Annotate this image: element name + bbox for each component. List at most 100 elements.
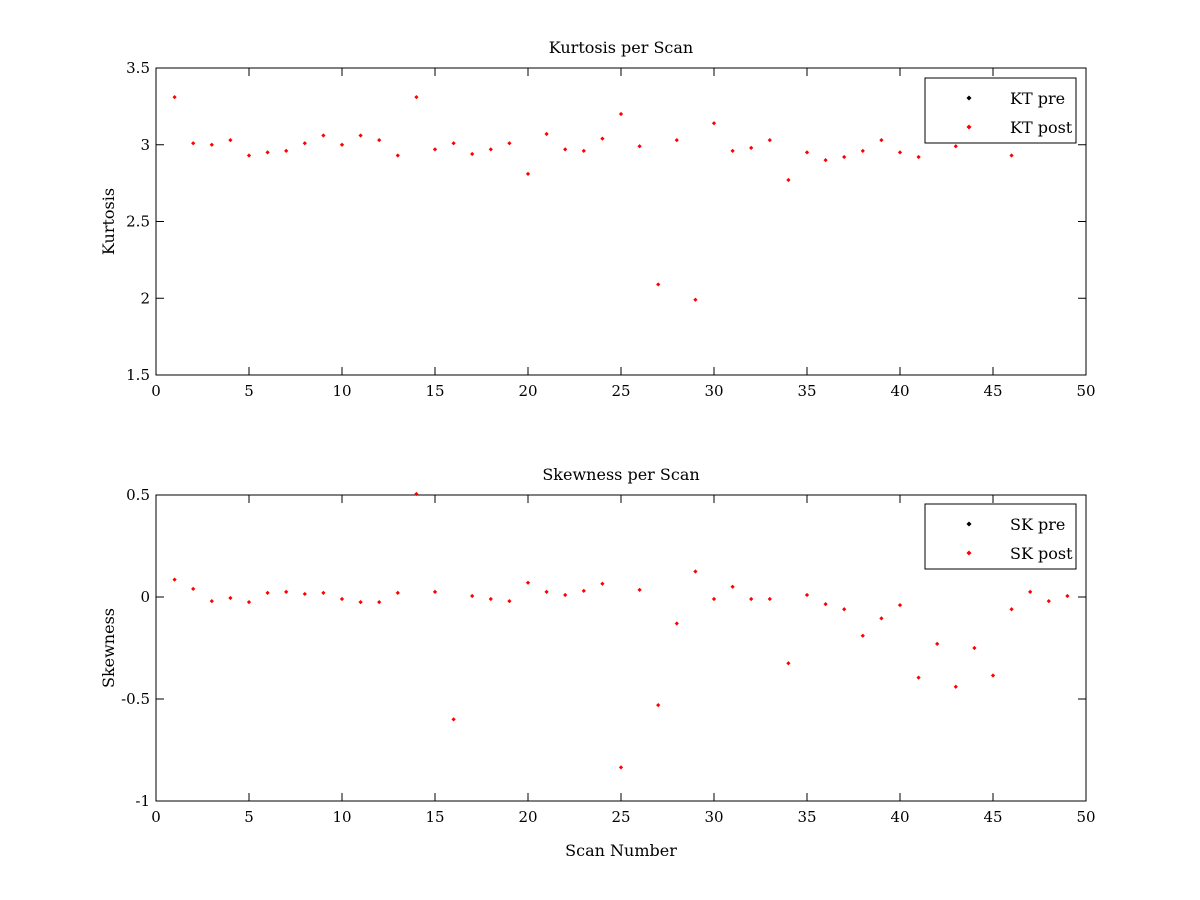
plots: 0 5 10 15 20 25 30 35 40 45 501.522.533.5Kurtosis … [99, 38, 1096, 860]
data-point [321, 590, 326, 596]
x-tick-label: 45 [983, 382, 1002, 400]
legend-marker [966, 550, 972, 556]
data-point [860, 633, 865, 638]
x-tick-label: 15 [425, 808, 444, 826]
y-tick-label: 0 [140, 588, 150, 606]
y-tick-label: -0.5 [121, 690, 150, 708]
data-point [581, 588, 586, 594]
data-point [972, 645, 977, 651]
series-sk-post [172, 491, 1070, 770]
x-tick-label: 35 [797, 382, 816, 400]
data-point [581, 148, 586, 154]
data-point [339, 142, 345, 147]
data-point [879, 616, 884, 621]
y-axis-label: Skewness [99, 608, 118, 688]
data-point [544, 589, 549, 595]
data-point [302, 591, 307, 597]
data-point [563, 592, 568, 598]
data-point [1028, 589, 1033, 595]
data-point [916, 675, 921, 680]
data-point [637, 144, 642, 149]
data-point [600, 581, 605, 586]
x-tick-label: 30 [704, 808, 723, 826]
data-point [525, 580, 531, 585]
data-point [377, 599, 382, 605]
data-point [358, 133, 363, 138]
data-point [674, 621, 679, 626]
data-point [990, 673, 996, 678]
y-tick-label: 2 [140, 289, 150, 307]
y-tick-label: 2.5 [126, 213, 150, 231]
x-axis-label: Scan Number [565, 841, 677, 860]
data-point [507, 141, 512, 146]
data-point [767, 596, 772, 602]
y-tick-label: 1.5 [126, 366, 150, 384]
data-point [953, 144, 958, 149]
x-tick-label: 20 [518, 808, 537, 826]
data-point [711, 596, 717, 602]
x-tick-label: 40 [890, 382, 909, 400]
data-point [897, 603, 903, 608]
data-point [377, 138, 382, 143]
data-point [1065, 593, 1070, 599]
data-point [414, 491, 419, 497]
legend-label: SK pre [1010, 515, 1065, 534]
data-point [525, 171, 531, 177]
data-point [804, 150, 810, 155]
x-tick-label: 5 [244, 808, 254, 826]
data-point [897, 150, 903, 155]
data-point [842, 154, 847, 160]
data-point [618, 765, 624, 770]
data-point [209, 142, 214, 147]
data-point [786, 661, 791, 666]
chart-title: Skewness per Scan [542, 465, 699, 484]
data-point [823, 157, 828, 163]
data-point [656, 702, 661, 708]
x-tick-label: 40 [890, 808, 909, 826]
data-point [395, 590, 400, 596]
data-point [395, 153, 400, 158]
data-point [470, 593, 475, 599]
data-point [823, 602, 828, 607]
data-point [637, 587, 642, 592]
data-point [693, 297, 698, 302]
data-point [284, 148, 289, 154]
data-point [656, 282, 661, 287]
data-point [284, 589, 289, 595]
legend-box [924, 503, 1077, 570]
data-point [786, 177, 791, 183]
data-point [1009, 153, 1014, 158]
y-tick-label: 0.5 [126, 486, 150, 504]
data-point [749, 145, 754, 150]
x-tick-label: 50 [1076, 808, 1095, 826]
data-point [451, 141, 456, 146]
data-point [916, 154, 921, 160]
data-point [246, 153, 252, 158]
data-point [1046, 598, 1051, 604]
x-tick-label: 45 [983, 808, 1002, 826]
x-tick-label: 50 [1076, 382, 1095, 400]
x-tick-label: 25 [611, 382, 630, 400]
x-tick-label: 5 [244, 382, 254, 400]
data-point [321, 133, 326, 138]
data-point [172, 95, 177, 100]
data-point [228, 595, 233, 601]
data-point [228, 138, 233, 143]
data-point [693, 569, 698, 574]
legend-box [924, 77, 1077, 144]
data-point [432, 589, 438, 595]
data-point [860, 148, 865, 154]
legend-marker [966, 521, 972, 527]
data-point [953, 684, 958, 689]
x-tick-label: 15 [425, 382, 444, 400]
data-point [730, 148, 735, 154]
x-tick-label: 10 [332, 382, 351, 400]
legend-label: KT pre [1010, 89, 1065, 108]
data-point [842, 607, 847, 612]
x-tick-label: 0 [151, 382, 161, 400]
data-point [191, 586, 196, 591]
x-tick-label: 25 [611, 808, 630, 826]
legend: KT pre KT post [924, 77, 1077, 144]
